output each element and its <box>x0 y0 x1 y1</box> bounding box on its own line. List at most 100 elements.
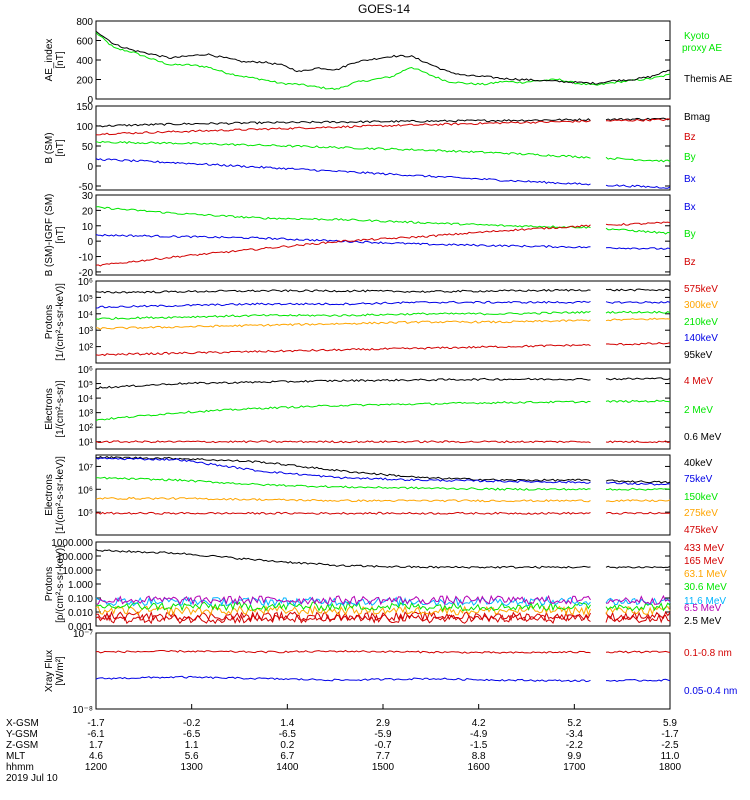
panel-8-ylabel: Xray Flux <box>44 650 55 692</box>
legend-entry: Bx <box>684 174 696 185</box>
panel-6-series-75kev <box>95 457 671 486</box>
panel-7-ytick-label: 0.001 <box>68 622 93 633</box>
panel-4-series-95kev <box>95 288 671 294</box>
ephemeris-value: -6.1 <box>87 729 105 740</box>
ephemeris-value: 1.7 <box>89 740 103 751</box>
panel-3-series-by <box>95 206 671 235</box>
panel-5-series-0-6-mev <box>95 377 671 390</box>
panel-1-ylabel: AE_index <box>44 39 55 82</box>
panel-8-ytick-label: 10⁻⁸ <box>72 705 93 716</box>
panel-4-ylabel: Protons <box>44 305 55 339</box>
panel-4-series-140kev <box>95 300 671 309</box>
legend-entry: 95keV <box>684 350 713 361</box>
legend-entry: 433 MeV <box>684 543 724 554</box>
ephemeris-value: 1800 <box>659 762 682 773</box>
panel-7-series-11-6-mev <box>95 595 671 608</box>
ephemeris-value: 1600 <box>468 762 491 773</box>
ephemeris-row-label: Z-GSM <box>6 740 38 751</box>
panel-1-series-themis-ae <box>95 30 671 85</box>
panel-3-ylabel: [nT] <box>55 226 66 243</box>
panel-5-series-2-mev <box>95 399 671 421</box>
panel-3-ytick-label: 30 <box>82 191 94 202</box>
legend-entry: 75keV <box>684 474 713 485</box>
ephemeris-value: 5.6 <box>185 751 199 762</box>
ephemeris-value: 1.1 <box>185 740 199 751</box>
panel-5-ytick-label: 10¹ <box>79 438 94 449</box>
panel-8-ylabel: [W/m²] <box>55 656 66 686</box>
panel-4-ytick-label: 10⁶ <box>78 277 93 288</box>
legend-entry: 575keV <box>684 284 718 295</box>
legend-entry: 30.6 MeV <box>684 582 727 593</box>
ephemeris-value: 5.9 <box>663 718 677 729</box>
panel-2-series-bmag <box>95 117 671 128</box>
ephemeris-value: -2.2 <box>566 740 584 751</box>
panel-5-ytick-label: 10⁴ <box>78 394 93 405</box>
legend-entry: 2 MeV <box>684 405 713 416</box>
ephemeris-value: -0.2 <box>183 718 201 729</box>
panel-7-series-6-5-mev <box>96 594 671 606</box>
panel-3-ytick-label: -10 <box>79 253 94 264</box>
legend-entry: By <box>684 229 696 240</box>
ephemeris-value: 1.4 <box>280 718 294 729</box>
legend-entry: Bx <box>684 202 696 213</box>
panel-1-ytick-label: 200 <box>76 76 93 87</box>
panel-7-ytick-label: 100.000 <box>57 552 94 563</box>
legend-entry: 275keV <box>684 508 718 519</box>
panel-6-frame <box>95 454 671 536</box>
panel-5-ytick-label: 10⁵ <box>78 380 93 391</box>
panel-5-ytick-label: 10⁶ <box>78 365 93 376</box>
ephemeris-value: -6.5 <box>183 729 201 740</box>
panel-2-ylabel: B (SM) <box>44 132 55 163</box>
panel-4-ytick-label: 10² <box>79 343 94 354</box>
ephemeris-value: -3.4 <box>566 729 584 740</box>
panel-7-ytick-label: 1.000 <box>68 580 93 591</box>
ephemeris-value: -1.7 <box>661 729 679 740</box>
panel-4-series-300kev <box>95 317 671 331</box>
panel-7-ytick-label: 10.000 <box>62 566 93 577</box>
panel-3-series-bx <box>95 233 671 250</box>
panel-2-series-bz <box>95 118 671 136</box>
ephemeris-value: 1700 <box>563 762 586 773</box>
panel-5-frame <box>95 368 671 450</box>
panel-1-series-kyoto-proxy-ae <box>95 32 671 90</box>
ephemeris-value: -1.7 <box>87 718 105 729</box>
legend-entry: 300keV <box>684 300 718 311</box>
panel-3-ytick-label: 20 <box>82 206 94 217</box>
panel-5-ytick-label: 10² <box>79 423 94 434</box>
panel-4-frame <box>95 280 671 364</box>
ephemeris-value: -1.5 <box>470 740 488 751</box>
legend-entry: 165 MeV <box>684 556 724 567</box>
ephemeris-value: -0.7 <box>374 740 392 751</box>
panel-4-ytick-label: 10³ <box>79 326 94 337</box>
ephemeris-value: 0.2 <box>280 740 294 751</box>
panel-2-ytick-label: -50 <box>79 182 94 193</box>
panel-8-series-0-1-0-8-nm <box>95 649 671 654</box>
panel-7-ytick-label: 0.010 <box>68 608 93 619</box>
panel-5-ytick-label: 10³ <box>79 409 94 420</box>
panel-6-ytick-label: 10⁷ <box>78 462 93 473</box>
panel-3-series-bz <box>95 221 671 267</box>
panel-6-ylabel: Electrons <box>44 474 55 516</box>
panel-7-ytick-label: 0.100 <box>68 594 93 605</box>
legend-entry: 6.5 MeV <box>684 603 722 614</box>
ephemeris-value: 11.0 <box>661 751 680 762</box>
ephemeris-value: 1400 <box>276 762 299 773</box>
ephemeris-value: -4.9 <box>470 729 488 740</box>
panel-3-ytick-label: 10 <box>82 222 94 233</box>
panel-5-series-4-mev <box>95 440 671 444</box>
ephemeris-value: -6.5 <box>279 729 297 740</box>
ephemeris-value: 4.6 <box>89 751 103 762</box>
ephemeris-value: 9.9 <box>567 751 581 762</box>
legend-entry: 0.1-0.8 nm <box>684 648 732 659</box>
legend-entry: 40keV <box>684 458 713 469</box>
legend-entry: By <box>684 152 696 163</box>
panel-1-ytick-label: 800 <box>76 17 93 28</box>
legend-entry: 11.6 MeV <box>684 596 726 607</box>
legend-entry: Kyoto <box>684 31 710 42</box>
ephemeris-value: 4.2 <box>472 718 486 729</box>
ephemeris-value: 1200 <box>85 762 108 773</box>
legend-entry: 210keV <box>684 317 718 328</box>
ephemeris-value: -5.9 <box>374 729 392 740</box>
panel-7-ylabel: [p/(cm²-s-sr-keV)] <box>55 545 66 623</box>
